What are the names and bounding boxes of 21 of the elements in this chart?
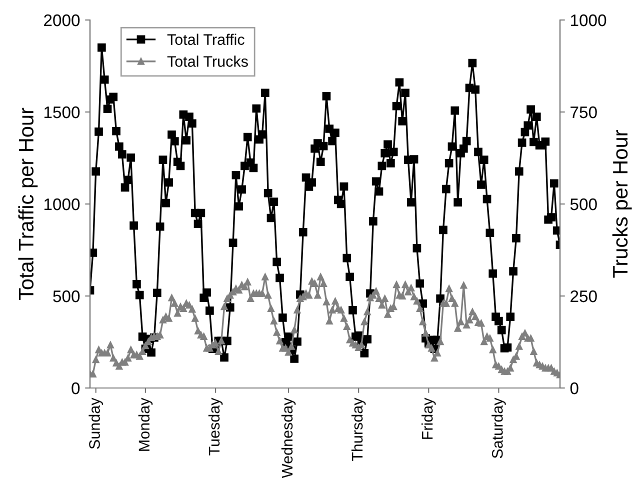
x-tick-label: Saturday: [492, 398, 506, 458]
y2-tick-label: 500: [570, 198, 597, 210]
y2-tick-label: 0: [570, 382, 578, 394]
y-tick-label: 500: [53, 290, 80, 302]
y2-tick-label: 250: [570, 290, 597, 302]
y-tick-label: 0: [72, 382, 80, 394]
legend-label: Total Traffic: [167, 34, 244, 45]
y2-axis-title: Trucks per Hour: [612, 130, 632, 278]
y2-tick-label: 1000: [570, 14, 606, 26]
y-axis-title: Total Traffic per Hour: [18, 108, 38, 300]
x-tick-label: Sunday: [88, 398, 103, 449]
x-tick-label: Friday: [422, 398, 436, 439]
x-tick-label: Tuesday: [208, 398, 223, 456]
y-tick-label: 1500: [44, 106, 80, 118]
y-tick-label: 2000: [44, 14, 80, 26]
y-tick-label: 1000: [44, 198, 80, 210]
x-tick-label: Wednesday: [281, 398, 296, 478]
x-tick-label: Thursday: [351, 398, 366, 462]
legend-label: Total Trucks: [167, 56, 248, 67]
y2-tick-label: 750: [570, 106, 597, 118]
x-tick-label: Monday: [138, 398, 153, 451]
